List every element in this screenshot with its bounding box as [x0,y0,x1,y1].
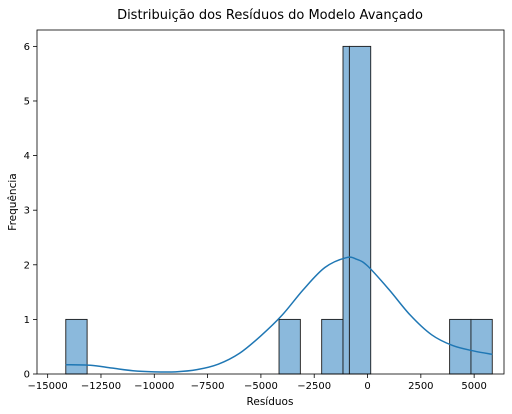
x-axis-label: Resíduos [247,396,294,408]
y-tick-label: 4 [24,151,30,162]
histogram-bar [470,318,493,375]
x-tick-label: −2500 [297,381,331,392]
x-tick-label: −5000 [244,381,278,392]
y-tick-label: 6 [24,42,30,53]
x-axis-ticks: −15000 −12500 −10000 −7500 −5000 −2500 0 2500 50… [28,374,487,392]
y-tick-label: 2 [24,260,30,271]
y-axis-label: Frequência [7,173,19,230]
x-tick-label: −10000 [134,381,174,392]
x-tick-label: 2500 [408,381,433,392]
histogram-bar [278,318,301,375]
y-tick-label: 3 [24,206,30,217]
kde-curve [65,256,493,373]
x-tick-label: −12500 [81,381,121,392]
y-tick-label: 5 [24,96,30,107]
histogram-bar [342,45,350,375]
plot-frame [36,29,505,375]
histogram-bar [449,318,472,375]
x-tick-label: −7500 [191,381,225,392]
histogram-bar [321,318,344,375]
kde-curve-group [65,256,493,373]
histogram-bar [65,318,88,375]
histogram-bar [348,45,372,375]
x-tick-label: 5000 [461,381,486,392]
histogram-bars [65,45,493,375]
y-tick-label: 0 [24,370,30,381]
x-tick-label: −15000 [28,381,68,392]
y-axis-ticks: 0 1 2 3 4 5 6 [24,42,37,381]
y-tick-label: 1 [24,315,30,326]
x-tick-label: 0 [364,381,370,392]
chart-title: Distribuição dos Resíduos do Modelo Avan… [117,8,423,23]
